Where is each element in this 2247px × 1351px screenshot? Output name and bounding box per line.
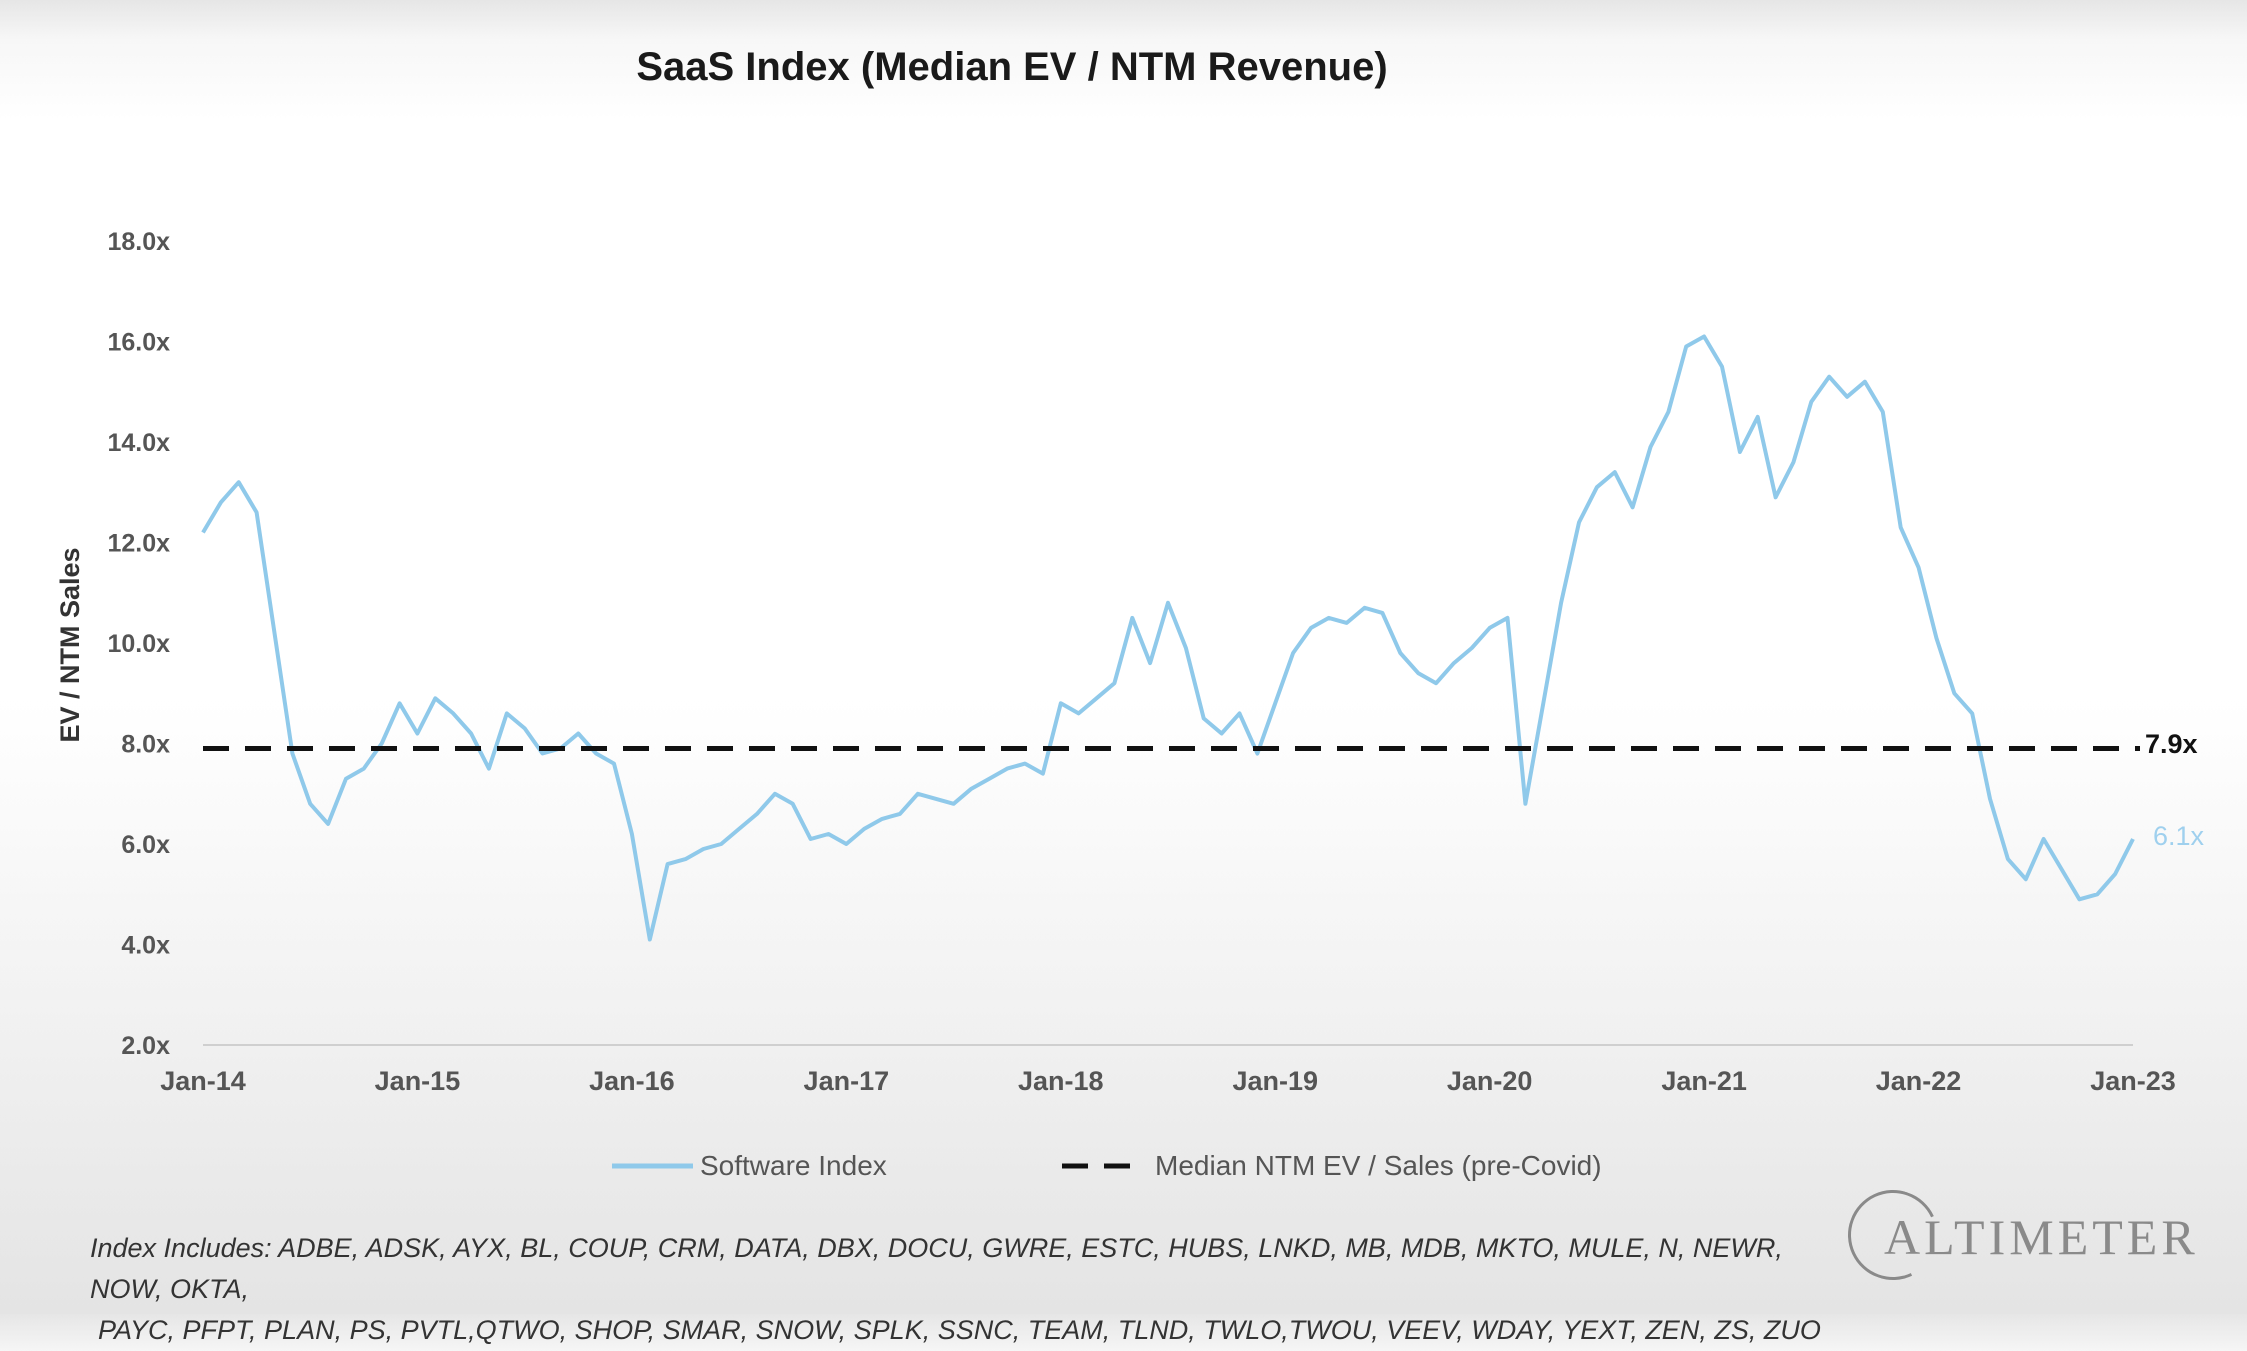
altimeter-logo: ALTIMETER — [1835, 1177, 2195, 1293]
legend: Software Index Median NTM EV / Sales (pr… — [612, 1150, 1602, 1181]
x-tick-label: Jan-16 — [589, 1066, 675, 1096]
y-axis-ticks: 2.0x 4.0x 6.0x 8.0x 10.0x 12.0x 14.0x 16.0x 18.0… — [107, 228, 170, 1060]
x-axis-ticks: Jan-14 Jan-15 Jan-16 Jan-17 Jan-18 Jan-19 Jan-… — [160, 1066, 2176, 1096]
chart-title: SaaS Index (Median EV / NTM Revenue) — [636, 45, 1387, 89]
saas-index-chart: SaaS Index (Median EV / NTM Revenue) EV … — [55, 45, 2205, 1181]
y-tick-label: 4.0x — [121, 932, 170, 960]
reference-value-label: 7.9x — [2145, 729, 2198, 759]
y-tick-label: 18.0x — [107, 228, 170, 256]
software-index-line — [201, 334, 2135, 942]
index-constituents-footnote: Index Includes: ADBE, ADSK, AYX, BL, COU… — [90, 1228, 1850, 1351]
x-tick-label: Jan-14 — [160, 1066, 246, 1096]
y-tick-label: 14.0x — [107, 429, 170, 457]
x-tick-label: Jan-19 — [1232, 1066, 1318, 1096]
y-tick-label: 12.0x — [107, 530, 170, 558]
x-tick-label: Jan-20 — [1447, 1066, 1533, 1096]
footnote-line-1: Index Includes: ADBE, ADSK, AYX, BL, COU… — [90, 1233, 1783, 1304]
y-tick-label: 10.0x — [107, 630, 170, 658]
x-tick-label: Jan-23 — [2090, 1066, 2176, 1096]
logo-wordmark: ALTIMETER — [1884, 1209, 2199, 1265]
x-tick-label: Jan-15 — [375, 1066, 461, 1096]
last-value-label: 6.1x — [2153, 821, 2205, 851]
x-tick-label: Jan-18 — [1018, 1066, 1104, 1096]
x-tick-label: Jan-21 — [1661, 1066, 1747, 1096]
y-tick-label: 16.0x — [107, 329, 170, 357]
x-tick-label: Jan-22 — [1876, 1066, 1962, 1096]
y-tick-label: 6.0x — [121, 831, 170, 859]
y-tick-label: 8.0x — [121, 731, 170, 759]
y-axis-label: EV / NTM Sales — [55, 547, 85, 742]
x-tick-label: Jan-17 — [804, 1066, 890, 1096]
legend-label-median: Median NTM EV / Sales (pre-Covid) — [1155, 1150, 1602, 1181]
y-tick-label: 2.0x — [121, 1032, 170, 1060]
legend-label-software-index: Software Index — [700, 1150, 887, 1181]
footnote-line-2: PAYC, PFPT, PLAN, PS, PVTL,QTWO, SHOP, S… — [98, 1315, 1821, 1345]
